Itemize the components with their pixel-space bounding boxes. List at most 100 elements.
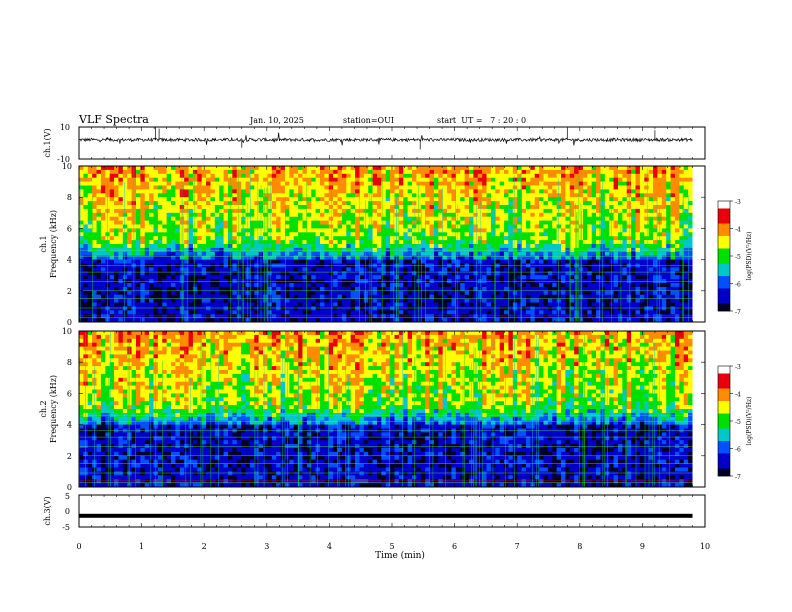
ch1-spec-cell	[223, 275, 229, 280]
ch1-spec-cell	[447, 166, 452, 171]
ch1-spec-cell	[469, 177, 474, 182]
ch1-spec-cell	[114, 216, 119, 221]
ch1-spec-cell	[122, 259, 128, 264]
ch1-spec-cell	[219, 318, 224, 323]
ch1-spec-cell	[390, 294, 395, 299]
ch1-spec-cell	[521, 251, 527, 256]
ch1-spec-cell	[486, 298, 492, 303]
ch1-spec-cell	[328, 244, 334, 249]
ch1-spec-cell	[398, 298, 404, 303]
ch1-spec-cell	[83, 275, 89, 280]
ch1-spec-cell	[359, 193, 365, 198]
ch1-spec-cell	[394, 185, 400, 190]
ch1-spec-cell	[311, 197, 316, 202]
ch1-spec-cell	[543, 244, 549, 249]
ch1-spec-cell	[333, 169, 338, 175]
ch1-spec-cell	[337, 286, 343, 292]
ch1-spec-cell	[184, 189, 189, 194]
ch1-spec-cell	[350, 189, 356, 194]
ch1-spec-cell	[346, 166, 351, 171]
ch1-spec-cell	[412, 314, 417, 319]
ch1-spec-cell	[333, 259, 338, 264]
ch1-spec-cell	[157, 240, 163, 245]
ch1-spec-cell	[166, 228, 172, 233]
ch1-spec-cell	[166, 318, 172, 323]
ch1-spec-cell	[166, 310, 172, 315]
ch1-spec-cell	[333, 197, 338, 202]
ch1-spec-cell	[547, 177, 553, 182]
ch1-spec-cell	[591, 189, 597, 194]
ch1-spec-cell	[561, 208, 566, 214]
ch1-spec-cell	[543, 283, 549, 288]
ch1-spec-cell	[184, 224, 189, 229]
ch1-spec-cell	[328, 220, 334, 225]
ch1-spec-cell	[157, 181, 163, 186]
ch1-spec-cell	[337, 232, 343, 237]
ch1-spec-cell	[499, 189, 505, 194]
ch1-spec-cell	[219, 290, 224, 295]
ch1-spec-cell	[420, 220, 426, 225]
ch1-spec-cell	[429, 189, 435, 194]
ch1-spec-cell	[162, 271, 167, 276]
ch1-spec-cell	[447, 189, 452, 194]
ch1-spec-cell	[429, 294, 435, 299]
ch1-spec-cell	[368, 228, 373, 233]
ch1-spec-cell	[582, 232, 588, 237]
ch1-spec-cell	[100, 181, 106, 186]
ch1-spec-cell	[460, 286, 465, 292]
ch1-spec-cell	[197, 302, 202, 307]
ch1-spec-cell	[504, 208, 509, 214]
ch1-spec-cell	[109, 236, 115, 241]
ch1-spec-cell	[359, 208, 365, 214]
ch1-spec-cell	[311, 181, 316, 186]
ch1-spec-cell	[477, 302, 483, 307]
ch1-spec-cell	[539, 228, 544, 233]
ch1-spec-cell	[495, 267, 500, 272]
ch1-spec-cell	[530, 224, 536, 229]
ch1-spec-cell	[556, 208, 562, 214]
ch1-spec-cell	[241, 169, 246, 175]
ch1-spec-cell	[267, 255, 273, 260]
ch1-spec-cell	[398, 318, 404, 323]
ch1-spec-cell	[171, 228, 176, 233]
ch1-spec-cell	[530, 283, 536, 288]
ch1-spec-cell	[302, 302, 308, 307]
ch1-spec-cell	[547, 298, 553, 303]
ch1-spec-cell	[333, 201, 338, 206]
ch1-spec-cell	[188, 244, 194, 249]
ch1-spec-cell	[122, 314, 128, 319]
ch1-spec-cell	[376, 216, 382, 221]
ch1-spec-cell	[320, 208, 325, 214]
ch1-spec-cell	[127, 240, 132, 245]
ch1-spec-cell	[284, 216, 290, 221]
ch1-spec-cell	[429, 169, 435, 175]
ch1-spec-cell	[236, 173, 242, 178]
ch1-spec-cell	[433, 275, 439, 280]
ch1-spec-cell	[293, 201, 299, 206]
ch1-spec-cell	[100, 220, 106, 225]
ch1-spec-cell	[153, 169, 159, 175]
ch1-spec-cell	[184, 294, 189, 299]
ch1-spec-cell	[192, 236, 198, 241]
ch1-spec-cell	[412, 302, 417, 307]
ch1-ytick-top: 10	[60, 123, 70, 132]
ch1-spec-cell	[604, 216, 610, 221]
ch1-spec-cell	[525, 240, 531, 245]
ch1-spec-cell	[109, 185, 115, 190]
ch1-spec-cell	[271, 169, 277, 175]
ch1-spec-cell	[504, 298, 509, 303]
ch1-spec-cell	[552, 310, 557, 315]
ch1-spec-cell	[556, 302, 562, 307]
ch1-spec-cell	[140, 283, 146, 288]
ch1-spec-cell	[175, 208, 181, 214]
ch1-spec-cell	[127, 283, 132, 288]
ch1-spec-cell	[600, 302, 606, 307]
ch1-spec-cell	[311, 201, 316, 206]
ch1-spec-cell	[96, 236, 102, 241]
ch1-spec-cell	[464, 251, 470, 256]
ch1-spec-cell	[219, 298, 224, 303]
ch1-spec-cell	[311, 255, 316, 260]
ch1-spec-cell	[87, 306, 93, 311]
ch1-spec-cell	[206, 298, 211, 303]
ch1-spec-cell	[534, 318, 540, 323]
